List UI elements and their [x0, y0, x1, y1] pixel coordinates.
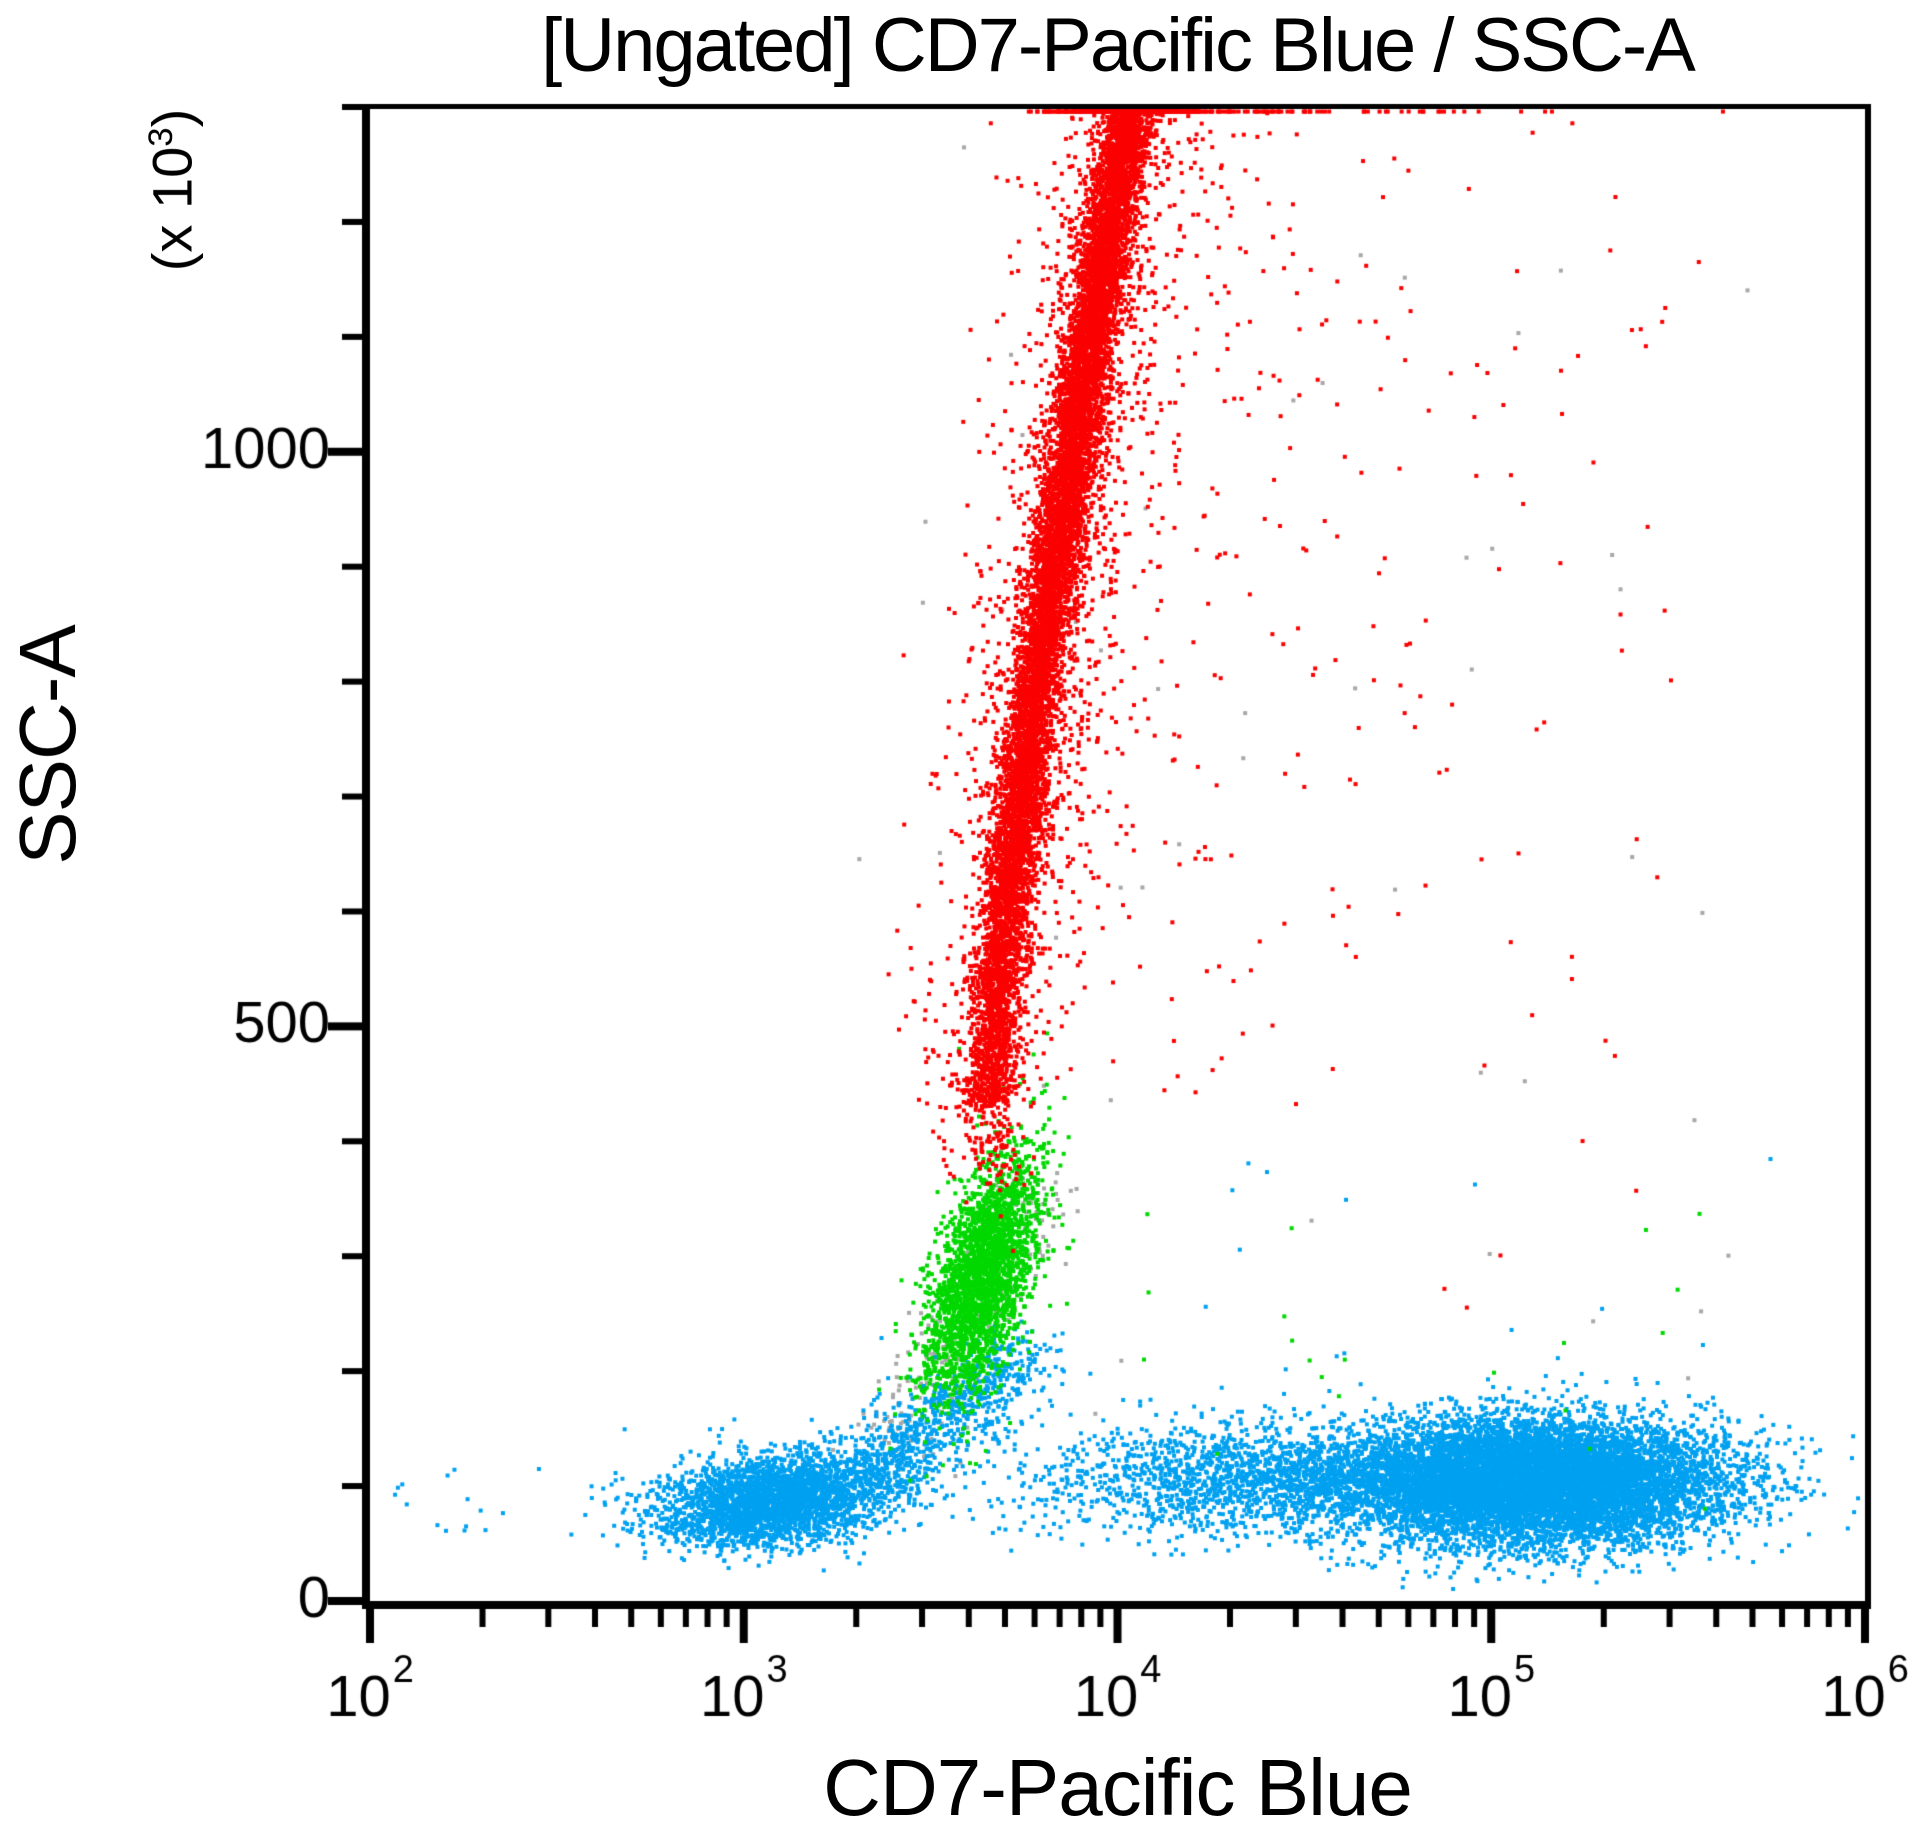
x-axis-label: CD7-Pacific Blue — [823, 1743, 1413, 1832]
y-units-exponent: 3 — [141, 127, 180, 147]
chart-title: [Ungated] CD7-Pacific Blue / SSC-A — [541, 3, 1696, 88]
y-axis-units-label: (x 103) — [140, 109, 205, 271]
y-units-suffix: ) — [140, 108, 204, 128]
y-units-prefix: (x 10 — [140, 146, 204, 272]
y-axis-label: SSC-A — [3, 625, 92, 865]
